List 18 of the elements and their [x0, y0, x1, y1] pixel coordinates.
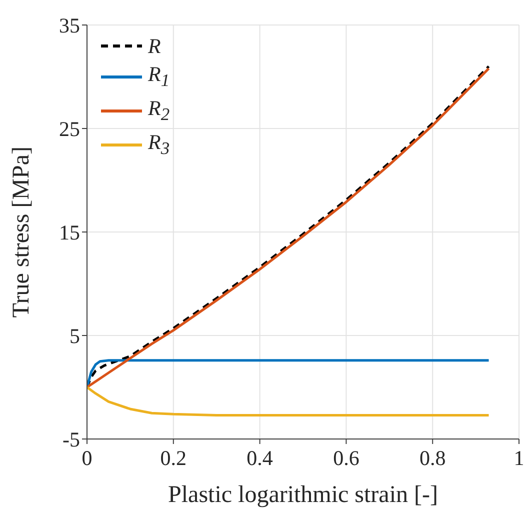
x-tick-label: 0.2: [160, 446, 187, 470]
y-tick-label: 25: [59, 116, 80, 141]
x-axis-title: Plastic logarithmic strain [-]: [168, 482, 438, 508]
x-tick-label: 0: [82, 446, 92, 470]
x-tick-label: 0.8: [419, 446, 446, 470]
y-tick-label: -5: [62, 427, 80, 452]
line-series: [87, 386, 490, 416]
x-tick-label: 1: [514, 446, 524, 470]
y-tick-label: 35: [59, 13, 80, 38]
legend-label: R: [148, 33, 161, 60]
x-tick-label: 0.4: [246, 446, 274, 470]
y-tick-label: 15: [59, 220, 80, 244]
x-tick-label: 0.6: [333, 446, 360, 470]
legend-label: R$_{1}$: [148, 61, 170, 92]
y-axis-title: True stress [MPa]: [8, 146, 35, 318]
legend-label: R$_{3}$: [148, 129, 170, 161]
y-tick-label: 5: [70, 324, 80, 348]
legend-label: R$_{2}$: [148, 95, 170, 126]
